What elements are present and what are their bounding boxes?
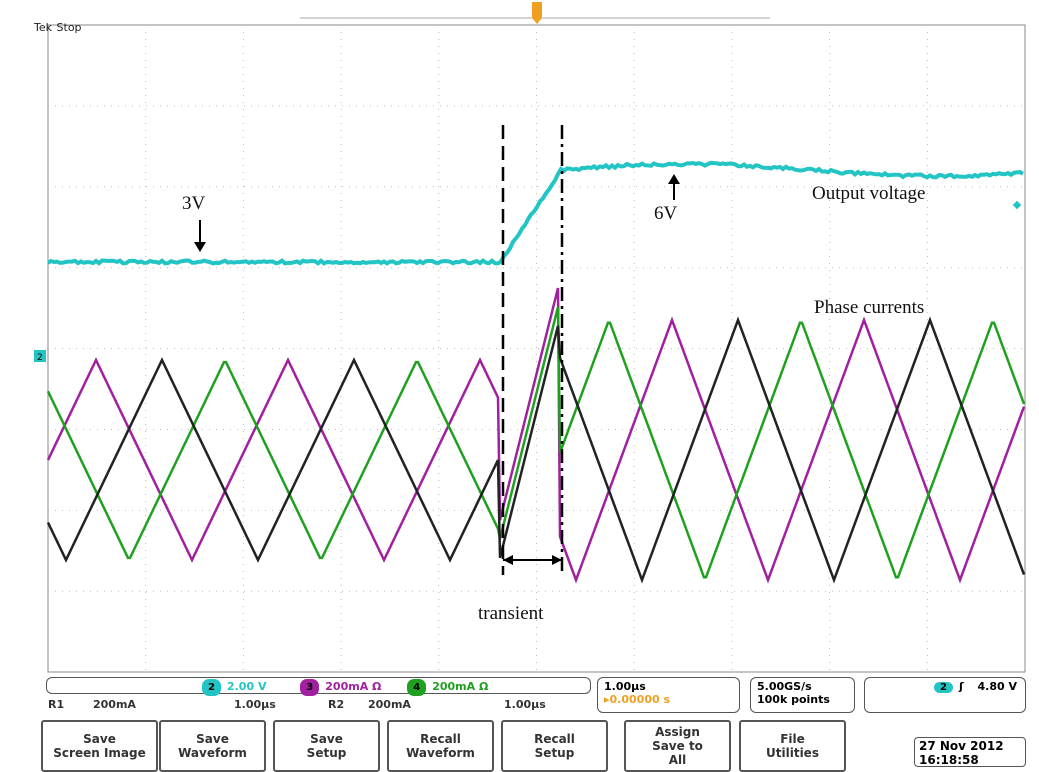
- recall-waveform-button[interactable]: Recall Waveform: [387, 720, 494, 772]
- annotation-3v: 3V: [182, 193, 205, 215]
- trigger-level: 4.80 V: [978, 680, 1017, 693]
- file-utilities-button[interactable]: File Utilities: [739, 720, 846, 772]
- trigger-readout[interactable]: 2 ʃ 4.80 V: [864, 677, 1026, 713]
- recall-setup-button[interactable]: Recall Setup: [501, 720, 608, 772]
- annotation-phase-currents: Phase currents: [814, 297, 924, 319]
- datetime-display: 27 Nov 2012 16:18:58: [914, 737, 1026, 767]
- ch4-scale: 200mA Ω: [432, 680, 488, 693]
- acquisition-status: Stop: [57, 21, 82, 34]
- timebase-scale: 1.00µs: [604, 680, 733, 693]
- date: 27 Nov 2012: [919, 739, 1021, 753]
- ch2-scale: 2.00 V: [227, 680, 266, 693]
- ch2-badge[interactable]: 2: [202, 679, 221, 696]
- save-waveform-button[interactable]: Save Waveform: [159, 720, 266, 772]
- trigger-position-marker: [532, 2, 542, 24]
- ch3-scale: 200mA Ω: [325, 680, 381, 693]
- tek-status: Tek Stop: [34, 20, 82, 35]
- r2-time: 1.00µs: [504, 698, 546, 711]
- time: 16:18:58: [919, 753, 1021, 767]
- channel-readout-bar[interactable]: 2 2.00 V 3 200mA Ω 4 200mA Ω: [46, 677, 591, 694]
- r1-label: R1: [48, 698, 64, 711]
- annotation-transient: transient: [478, 603, 543, 625]
- graticule-frame: [48, 25, 1025, 672]
- svg-text:2: 2: [37, 353, 43, 363]
- save-setup-button[interactable]: Save Setup: [273, 720, 380, 772]
- r1-time: 1.00µs: [234, 698, 276, 711]
- trigger-source-badge: 2: [934, 682, 953, 693]
- ch3-badge[interactable]: 3: [300, 679, 319, 696]
- annotation-6v: 6V: [654, 203, 677, 225]
- timebase-readout[interactable]: 1.00µs ▸0.00000 s: [597, 677, 740, 713]
- ch4-badge[interactable]: 4: [407, 679, 426, 696]
- brand-label: Tek: [34, 21, 52, 34]
- rising-edge-icon: ʃ: [959, 680, 964, 693]
- save-screen-image-button[interactable]: Save Screen Image: [41, 720, 158, 772]
- r2-label: R2: [328, 698, 344, 711]
- sample-rate: 5.00GS/s: [757, 680, 848, 693]
- r2-scale: 200mA: [368, 698, 411, 711]
- r1-scale: 200mA: [93, 698, 136, 711]
- annotation-output-voltage: Output voltage: [812, 183, 925, 205]
- assign-save-to-all-button[interactable]: Assign Save to All: [624, 720, 731, 772]
- acquisition-readout[interactable]: 5.00GS/s 100k points: [750, 677, 855, 713]
- trigger-delay: ▸0.00000 s: [604, 693, 733, 706]
- record-length: 100k points: [757, 693, 848, 706]
